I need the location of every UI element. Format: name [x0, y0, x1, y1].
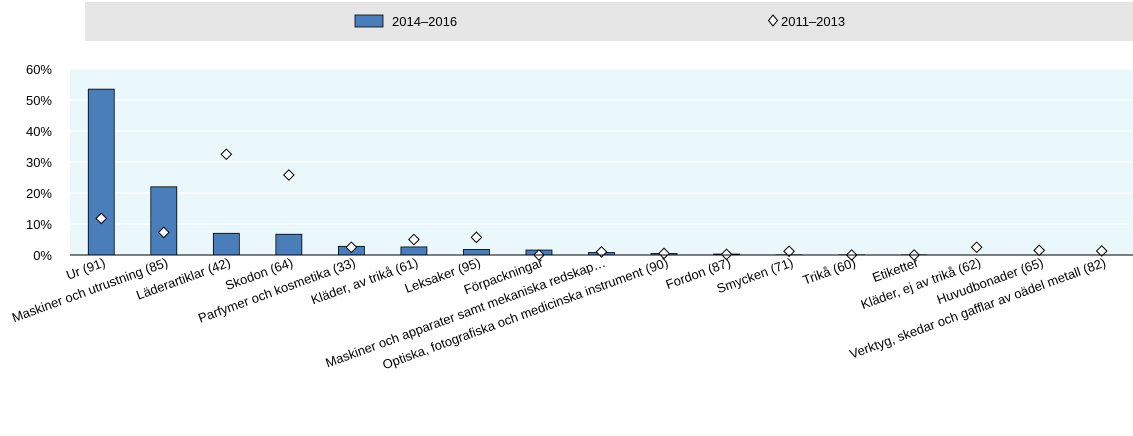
bar-series-2014-2016: [87, 88, 928, 256]
marker: [95, 212, 108, 225]
bar: [212, 232, 240, 256]
marker: [720, 248, 733, 261]
marker: [345, 241, 358, 254]
marker: [408, 233, 420, 246]
y-tick-label: 0%: [33, 248, 52, 263]
y-tick-label: 10%: [26, 217, 52, 232]
marker: [157, 226, 170, 239]
marker: [658, 247, 670, 260]
marker: [1095, 245, 1108, 257]
legend-marker-2011-2013: [767, 14, 779, 27]
y-tick-label: 40%: [26, 124, 52, 139]
bar: [87, 88, 115, 256]
marker: [970, 241, 983, 254]
y-tick-label: 30%: [26, 155, 52, 170]
bar: [275, 233, 303, 256]
marker: [470, 231, 483, 244]
x-category-label: Trikå (60): [801, 255, 858, 288]
y-tick-label: 50%: [26, 93, 52, 108]
legend-box: [85, 2, 1133, 41]
bar: [400, 246, 428, 256]
bar: [150, 186, 178, 256]
legend-label-2011-2013: 2011–2013: [781, 14, 845, 29]
y-tick-label: 60%: [26, 62, 52, 77]
gridlines: [70, 68, 1133, 225]
y-tick-label: 20%: [26, 186, 52, 201]
y-axis-tick-labels: 0% 10% 20% 30% 40% 50% 60%: [26, 62, 52, 263]
legend-label-2014-2016: 2014–2016: [392, 14, 457, 29]
marker: [282, 169, 295, 181]
x-axis-category-labels: Ur (91)Maskiner och utrustning (85)Läder…: [10, 254, 1108, 372]
legend-swatch-2014-2016: [354, 14, 384, 28]
marker: [220, 148, 233, 161]
marker: [1033, 244, 1046, 257]
marker: [783, 245, 795, 258]
